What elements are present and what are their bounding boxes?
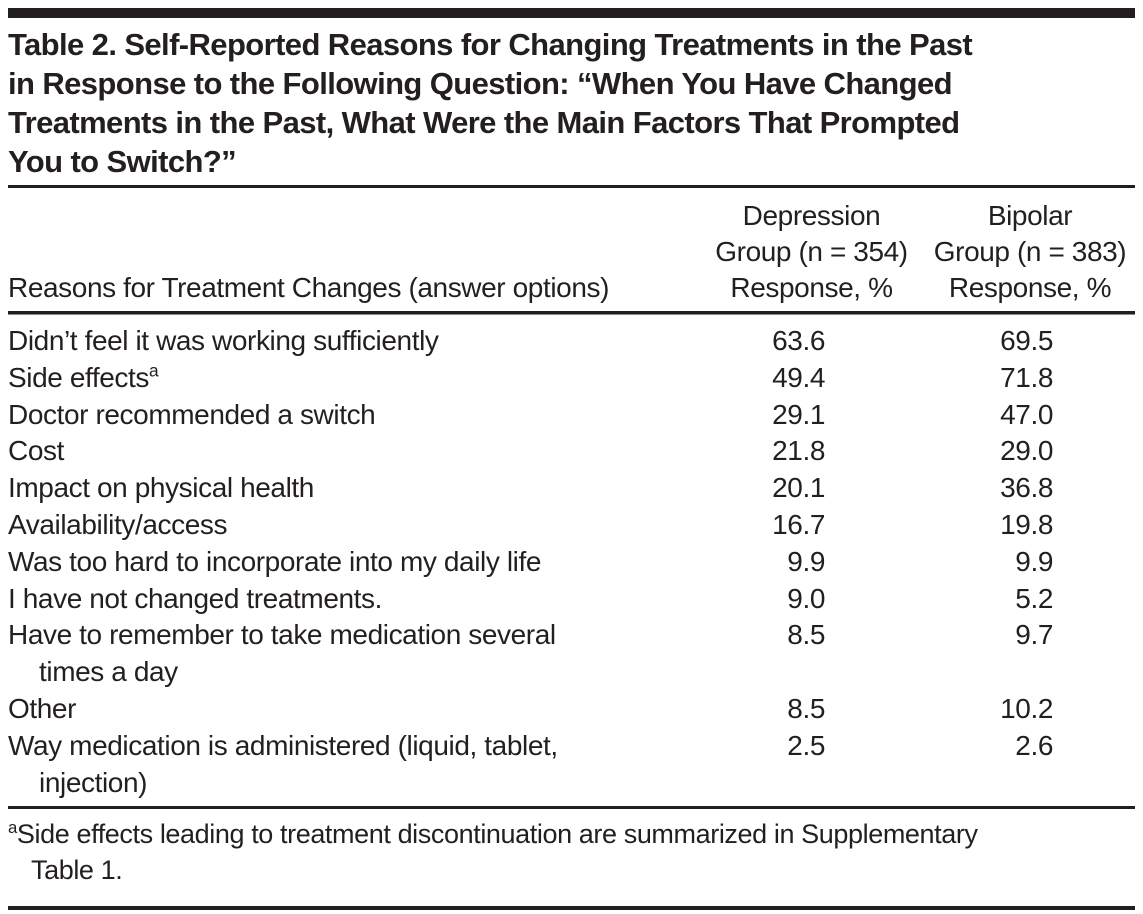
depression-value: 16.7 [772,508,825,540]
footnote-marker: a [8,818,17,838]
header-divider-rule [8,311,1135,315]
footnote-divider-rule [8,806,1135,810]
reason-text: Was too hard to incorporate into my dail… [8,545,542,577]
depression-value: 63.6 [772,325,825,356]
footnote-text: Side effects leading to treatment discon… [16,819,978,850]
bipolar-value: 47.0 [1000,398,1053,430]
bipolar-value: 71.8 [1000,361,1053,393]
header-depression-column: Depression Group (n = 354) Response, % [698,198,925,306]
reason-cell: Doctor recommended a switch [8,397,698,434]
header-bipolar-line-3: Response, % [948,272,1112,303]
reason-cell: I have not changed treatments. [8,581,698,618]
reason-text: Doctor recommended a switch [8,398,376,430]
header-bipolar-line-1: Bipolar [987,200,1073,231]
table-figure: Table 2. Self-Reported Reasons for Chang… [0,8,1143,911]
table-row: Side effectsa 49.4 71.8 [8,360,1135,397]
depression-value: 8.5 [787,619,825,651]
reason-text: Impact on physical health [8,472,314,504]
title-line-3: Treatments in the Past, What Were the Ma… [8,105,960,140]
header-depression-line-1: Depression [742,200,881,231]
bottom-rule [8,906,1135,911]
footnote-line-2: Table 1. [31,855,123,886]
depression-value: 9.9 [787,545,825,577]
depression-value: 29.1 [772,398,825,430]
table-title: Table 2. Self-Reported Reasons for Chang… [8,25,1135,181]
table-row: I have not changed treatments. 9.0 5.2 [8,581,1135,618]
reason-line-2: times a day [39,656,178,688]
header-bipolar-column: Bipolar Group (n = 383) Response, % [925,198,1135,306]
title-divider-rule [8,185,1135,188]
bipolar-value: 5.2 [1015,582,1053,614]
reason-text: Have to remember to take medication seve… [8,617,698,654]
reason-line-1: Have to remember to take medication seve… [8,619,556,651]
title-line-1: Table 2. Self-Reported Reasons for Chang… [8,27,973,62]
reason-text: I have not changed treatments. [8,582,383,614]
bipolar-value: 10.2 [1000,692,1053,724]
bipolar-value: 29.0 [1000,435,1053,467]
reason-text: Way medication is administered (liquid, … [8,728,698,765]
reason-line-2: injection) [39,766,148,798]
bipolar-value: 19.8 [1000,508,1053,540]
depression-value: 20.1 [772,472,825,504]
bipolar-value: 2.6 [1015,729,1053,761]
reason-cell: Impact on physical health [8,470,698,507]
table-row: Cost 21.8 29.0 [8,433,1135,470]
depression-value: 21.8 [772,435,825,467]
reason-cell: Was too hard to incorporate into my dail… [8,544,698,581]
table-row: Other 8.5 10.2 [8,691,1135,728]
reason-text: Didn’t feel it was working sufficiently [8,325,439,356]
table-row: Availability/access 16.7 19.8 [8,507,1135,544]
reason-text: Other [8,692,77,724]
table-row: Impact on physical health 20.1 36.8 [8,470,1135,507]
table-row: Didn’t feel it was working sufficiently … [8,323,1135,360]
header-depression-line-3: Response, % [730,272,893,303]
header-reasons-column: Reasons for Treatment Changes (answer op… [8,272,610,303]
table-row: Was too hard to incorporate into my dail… [8,544,1135,581]
top-rule-bar [8,8,1135,18]
reason-cell: Have to remember to take medication seve… [8,617,698,691]
depression-value: 9.0 [787,582,825,614]
reason-cell: Side effectsa [8,360,698,397]
bipolar-value: 69.5 [1000,325,1053,356]
title-line-2: in Response to the Following Question: “… [8,66,953,101]
depression-value: 49.4 [772,361,825,393]
bipolar-value: 9.7 [1015,619,1053,651]
table-footnote: aSide effects leading to treatment disco… [8,809,1135,897]
reason-line-1: Way medication is administered (liquid, … [8,729,558,761]
title-line-4: You to Switch?” [8,144,237,179]
table-row: Have to remember to take medication seve… [8,617,1135,691]
table-row: Way medication is administered (liquid, … [8,728,1135,802]
reason-cell: Didn’t feel it was working sufficiently [8,323,698,360]
bipolar-value: 36.8 [1000,472,1053,504]
reason-cell: Way medication is administered (liquid, … [8,728,698,802]
table-header-row: Reasons for Treatment Changes (answer op… [8,188,1135,311]
bipolar-value: 9.9 [1015,545,1053,577]
depression-value: 2.5 [787,729,825,761]
header-bipolar-line-2: Group (n = 383) [933,236,1127,267]
footnote-line-1: aSide effects leading to treatment disco… [8,816,1135,852]
reason-cell: Availability/access [8,507,698,544]
reason-text: Cost [8,435,64,467]
superscript-marker: a [149,360,159,381]
reason-cell: Other [8,691,698,728]
reason-text: Availability/access [8,508,228,540]
header-depression-line-2: Group (n = 354) [715,236,908,267]
table-body: Didn’t feel it was working sufficiently … [8,315,1135,806]
depression-value: 8.5 [787,692,825,724]
reason-cell: Cost [8,433,698,470]
table-row: Doctor recommended a switch 29.1 47.0 [8,397,1135,434]
reason-text: Side effects [8,361,149,393]
